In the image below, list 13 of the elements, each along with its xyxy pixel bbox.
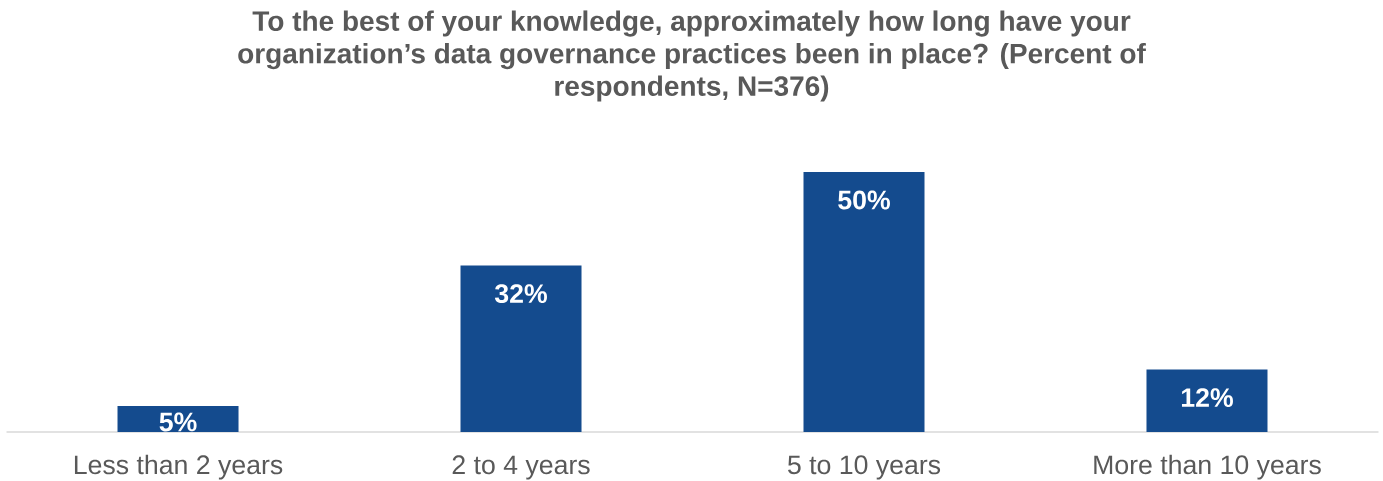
x-tick-label: 5 to 10 years [787, 455, 941, 480]
x-tick-label: More than 10 years [1094, 454, 1321, 480]
data-label: 32% [494, 284, 547, 304]
x-tick-label: 2 to 4 years [452, 455, 590, 480]
bar [803, 171, 925, 432]
bar [460, 265, 582, 432]
bar [117, 405, 239, 432]
x-tick-label: Less than 2 years [74, 454, 283, 480]
data-label: 50% [838, 190, 890, 210]
bar [1146, 369, 1268, 432]
data-label: 12% [1181, 388, 1233, 407]
data-label: 5% [159, 412, 197, 432]
chart-title: To the best of your knowledge, approximately how long have your organization’s data governance practices been in place? (Percent of respondents, N=376) [238, 10, 1146, 102]
